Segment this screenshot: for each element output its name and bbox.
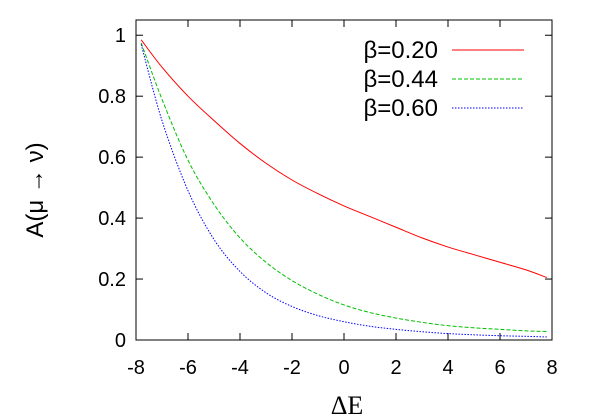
- legend-label-3: β=0.60: [363, 95, 438, 122]
- x-tick-label: 0: [338, 357, 349, 379]
- y-tick-label: 0.2: [98, 269, 126, 291]
- x-tick-label: 6: [494, 357, 505, 379]
- y-axis-label: A(μ → ν): [22, 142, 49, 237]
- series-line-2: [140, 42, 547, 332]
- plot-frame: [135, 19, 553, 341]
- y-tick-label: 0.6: [98, 147, 126, 169]
- y-tick-label: 1: [115, 25, 126, 47]
- y-tick-label: 0.4: [98, 208, 126, 230]
- x-tick-label: -4: [231, 357, 249, 379]
- x-axis: -8 -6 -4 -2 0 2 4 6 8: [127, 20, 558, 379]
- x-tick-label: 2: [390, 357, 401, 379]
- legend-label-2: β=0.44: [363, 66, 438, 93]
- plot-border: [135, 19, 553, 341]
- x-tick-label: -6: [179, 357, 197, 379]
- x-tick-label: 4: [442, 357, 453, 379]
- series-lines: [140, 39, 547, 338]
- y-axis: 0 0.2 0.4 0.6 0.8 1: [98, 25, 552, 352]
- legend: β=0.20β=0.44β=0.60: [363, 37, 524, 122]
- legend-label-1: β=0.20: [363, 37, 438, 64]
- x-tick-label: -8: [127, 357, 145, 379]
- series-line-3: [140, 44, 547, 338]
- y-tick-label: 0: [115, 330, 126, 352]
- x-tick-label: 8: [546, 357, 557, 379]
- x-axis-label: ΔE: [331, 391, 364, 420]
- x-tick-label: -2: [283, 357, 301, 379]
- series-line-1: [140, 39, 547, 278]
- y-tick-label: 0.8: [98, 86, 126, 108]
